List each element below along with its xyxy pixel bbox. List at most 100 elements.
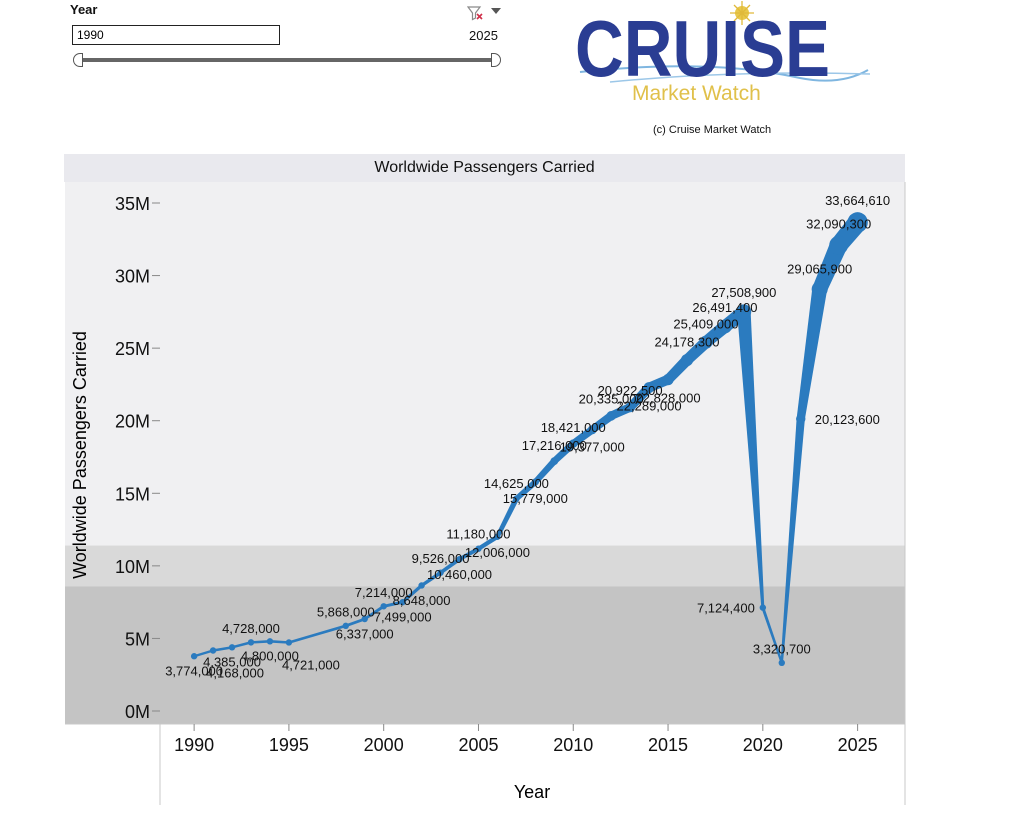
copyright-notice: (c) Cruise Market Watch xyxy=(653,124,772,136)
x-tick-label: 1990 xyxy=(174,735,214,755)
data-point xyxy=(796,414,806,424)
year-filter-label: Year xyxy=(70,2,98,17)
series-line-segment xyxy=(796,288,828,420)
data-point xyxy=(513,495,520,503)
x-tick-label: 2005 xyxy=(458,735,498,755)
data-label: 10,460,000 xyxy=(427,567,492,582)
data-point xyxy=(247,639,255,646)
series-line-segment xyxy=(458,546,480,561)
data-point xyxy=(680,353,694,367)
series-line-segment xyxy=(420,571,442,587)
data-point xyxy=(266,638,274,645)
data-point xyxy=(829,235,849,255)
data-label: 33,664,610 xyxy=(825,193,890,208)
reference-bands xyxy=(65,182,905,724)
x-tick-label: 1995 xyxy=(269,735,309,755)
series-line-segment xyxy=(231,641,252,649)
data-label: 18,421,000 xyxy=(541,420,606,435)
chart-title: Worldwide Passengers Carried xyxy=(64,154,905,182)
data-point xyxy=(643,382,655,393)
year-filter-panel: Year 2025 xyxy=(70,2,506,72)
reference-band xyxy=(65,545,905,587)
data-label: 29,065,900 xyxy=(787,262,852,277)
data-point xyxy=(811,281,828,298)
data-label: 8,648,000 xyxy=(393,593,451,608)
data-label: 4,800,000 xyxy=(241,649,299,664)
filter-clear-icon[interactable] xyxy=(467,5,483,21)
y-tick-label: 15M xyxy=(115,484,150,504)
data-point xyxy=(418,582,425,589)
data-point xyxy=(717,319,732,334)
data-point xyxy=(759,604,767,611)
data-point xyxy=(437,569,444,576)
data-label: 19,377,000 xyxy=(560,440,625,455)
x-axis-title: Year xyxy=(514,782,550,802)
dropdown-arrow-icon[interactable] xyxy=(490,5,502,17)
series-line-segment xyxy=(737,311,765,608)
data-point xyxy=(736,304,752,320)
series-line-segment xyxy=(288,624,347,644)
data-point xyxy=(209,647,217,654)
data-label: 27,508,900 xyxy=(711,285,776,300)
x-tick-label: 2020 xyxy=(743,735,783,755)
data-label: 24,178,300 xyxy=(654,335,719,350)
data-label: 12,006,000 xyxy=(465,545,530,560)
year-range-slider-track[interactable] xyxy=(78,58,496,62)
data-point xyxy=(342,622,349,630)
data-point xyxy=(606,411,616,421)
y-tick-label: 0M xyxy=(125,702,150,722)
y-tick-label: 10M xyxy=(115,557,150,577)
data-point xyxy=(456,555,463,563)
series-line-segment xyxy=(533,458,557,484)
logo-wordmark: CRUISE xyxy=(575,4,830,93)
data-point xyxy=(228,644,236,651)
data-label: 7,499,000 xyxy=(374,610,432,625)
data-point xyxy=(380,603,387,610)
x-tick-label: 2000 xyxy=(364,735,404,755)
data-label: 26,491,400 xyxy=(692,300,757,315)
series-line-segment xyxy=(761,607,783,664)
data-label: 17,216,000 xyxy=(522,438,587,453)
data-label: 22,289,000 xyxy=(617,398,682,413)
data-point xyxy=(587,425,597,435)
series-line-segment xyxy=(780,418,805,663)
x-tick-label: 2010 xyxy=(553,735,593,755)
y-tick-label: 30M xyxy=(115,267,150,287)
data-point xyxy=(494,533,501,540)
series-line-segment xyxy=(477,534,499,551)
data-point xyxy=(699,335,713,349)
year-slider-min-handle[interactable] xyxy=(73,53,83,67)
series-line-segment xyxy=(269,640,289,644)
data-label: 4,728,000 xyxy=(222,621,280,636)
series-line-segment xyxy=(250,640,271,644)
data-label: 9,526,000 xyxy=(412,551,470,566)
data-label: 7,214,000 xyxy=(355,585,413,600)
series-line-segment xyxy=(193,649,214,658)
data-label: 22,828,000 xyxy=(636,391,701,406)
year-slider-max-handle[interactable] xyxy=(491,53,501,67)
data-label: 20,123,600 xyxy=(815,412,880,427)
x-tick-label: 2015 xyxy=(648,735,688,755)
data-label: 4,168,000 xyxy=(206,666,264,681)
series-line-segment xyxy=(363,605,385,621)
series-layer xyxy=(190,212,868,667)
y-tick-label: 35M xyxy=(115,194,150,214)
series-line-segment xyxy=(212,646,233,652)
data-point xyxy=(531,478,539,486)
data-point xyxy=(778,659,785,667)
year-min-input[interactable] xyxy=(72,25,280,45)
data-label: 4,721,000 xyxy=(282,658,340,673)
data-label: 20,335,000 xyxy=(579,392,644,407)
data-point xyxy=(190,653,198,660)
series-line-segment xyxy=(552,440,576,464)
logo-subtitle: Market Watch xyxy=(632,82,761,105)
data-label: 7,124,400 xyxy=(697,601,755,616)
data-point xyxy=(625,402,636,413)
data-label: 15,779,000 xyxy=(503,491,568,506)
data-point xyxy=(569,439,578,448)
data-point xyxy=(550,457,559,466)
data-point xyxy=(475,545,482,552)
y-tick-label: 5M xyxy=(125,629,150,649)
data-label: 3,774,000 xyxy=(165,663,223,678)
